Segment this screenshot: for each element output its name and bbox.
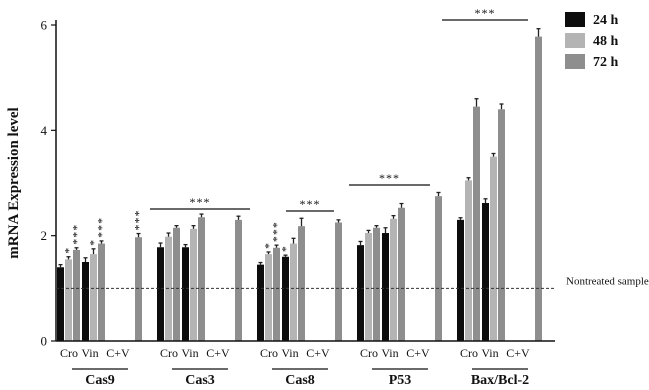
condition-label: Vin [181,346,198,360]
significance-stars: *** [70,224,84,245]
bar [490,156,497,341]
annotation-layer: Nontreated sample**** **** ***************… [56,6,649,289]
bar [535,36,542,341]
y-tick-label: 0 [41,334,48,349]
condition-label: Cro [60,346,78,360]
bar [57,267,64,341]
bar [298,226,305,341]
bar [173,227,180,341]
group-label: P53 [389,373,412,388]
bar [165,236,172,341]
condition-label: C+V [106,346,130,360]
bar [357,245,364,341]
legend: 24 h 48 h 72 h [565,12,619,70]
legend-swatch [565,54,585,69]
bar [157,247,164,341]
bar [390,218,397,341]
legend-swatch [565,33,585,48]
group-label: Cas3 [185,373,215,388]
bracket-stars: *** [475,6,496,20]
y-tick-label: 4 [41,123,48,138]
y-tick-label: 2 [41,228,48,243]
bar [457,219,464,341]
bar [190,228,197,341]
bracket-stars: *** [190,195,211,209]
y-tick-label: 6 [41,18,48,33]
condition-label: Vin [481,346,498,360]
bar [335,222,342,341]
bracket-stars: *** [379,171,400,185]
legend-label: 72 h [593,55,619,70]
bar [435,196,442,341]
legend-label: 48 h [593,34,619,49]
legend-swatch [565,12,585,27]
condition-label: Vin [281,346,298,360]
group-label: Cas8 [285,373,315,388]
condition-label: Cro [160,346,178,360]
condition-label: Vin [81,346,98,360]
bar [382,233,389,341]
condition-label: C+V [406,346,430,360]
condition-label: C+V [506,346,530,360]
condition-label: C+V [306,346,330,360]
bar [290,243,297,341]
bar [473,106,480,341]
bar [198,217,205,341]
bar [135,237,142,341]
legend-label: 24 h [593,13,619,28]
group-label: Bax/Bcl-2 [471,373,529,388]
bar [498,109,505,342]
bar [398,207,405,341]
bar [465,180,472,341]
bar [282,256,289,341]
bar [373,227,380,341]
y-axis-label: mRNA Expression level [6,107,22,258]
group-label: Cas9 [85,373,115,388]
condition-label: Cro [260,346,278,360]
bar [257,264,264,341]
condition-label: Cro [360,346,378,360]
bar [82,262,89,341]
condition-label: Cro [460,346,478,360]
bracket-stars: *** [300,197,321,211]
significance-stars: * [262,242,276,249]
reference-line-label: Nontreated sample [566,275,649,287]
significance-stars: *** [132,210,146,231]
bar [98,243,105,341]
bar [235,219,242,341]
condition-label: Vin [381,346,398,360]
bar [265,254,272,341]
bar [482,203,489,341]
significance-stars: *** [270,221,284,242]
significance-stars: *** [95,217,109,238]
bar [73,249,80,341]
bar [182,247,189,341]
significance-stars: * [87,239,101,246]
significance-stars: * [279,245,293,252]
significance-stars: * [62,247,76,254]
bars-layer [57,28,542,342]
bar [65,259,72,341]
bar [365,233,372,341]
condition-label: C+V [206,346,230,360]
bar [273,247,280,341]
bar [90,254,97,341]
